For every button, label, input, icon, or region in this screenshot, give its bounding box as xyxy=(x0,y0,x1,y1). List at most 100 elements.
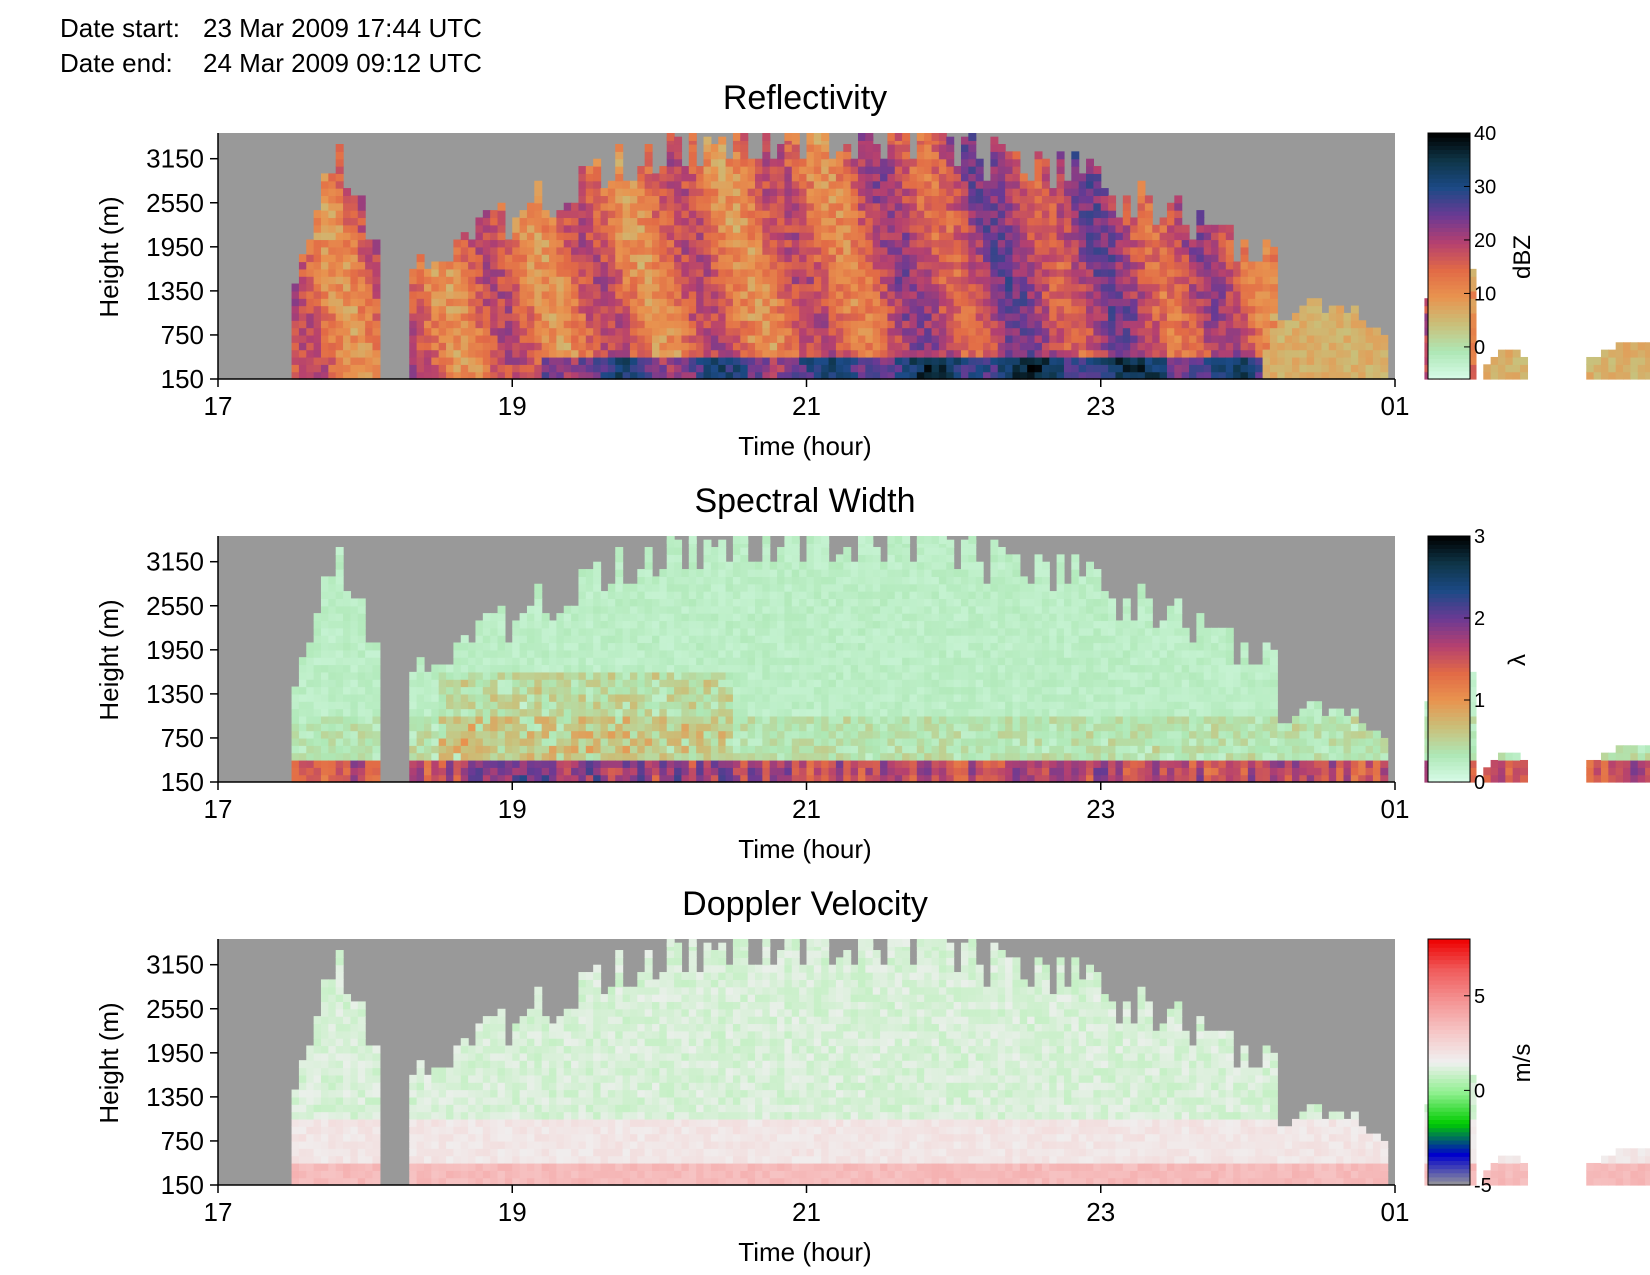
echo-cell xyxy=(916,217,925,226)
echo-cell xyxy=(490,349,499,358)
echo-cell xyxy=(813,290,822,299)
echo-cell xyxy=(1196,342,1205,351)
echo-cell xyxy=(357,664,366,673)
echo-cell xyxy=(615,202,624,211)
echo-cell xyxy=(1122,298,1131,307)
echo-cell xyxy=(1056,334,1065,343)
x-tick-label: 21 xyxy=(792,391,821,421)
echo-cell xyxy=(350,283,359,292)
echo-cell xyxy=(769,173,778,182)
echo-cell xyxy=(1218,254,1227,263)
echo-cell xyxy=(320,224,329,233)
echo-cell xyxy=(556,224,565,233)
echo-cell xyxy=(916,268,925,277)
echo-cell xyxy=(1012,305,1021,314)
echo-cell xyxy=(828,268,837,277)
echo-cell xyxy=(1181,342,1190,351)
echo-cell xyxy=(1122,334,1131,343)
echo-cell xyxy=(843,342,852,351)
echo-cell xyxy=(1203,298,1212,307)
echo-cell xyxy=(674,254,683,263)
echo-cell xyxy=(1093,173,1102,182)
echo-cell xyxy=(880,166,889,174)
date-end-label: Date end: xyxy=(60,48,173,78)
echo-cell xyxy=(835,217,844,226)
echo-cell xyxy=(1372,364,1381,373)
echo-cell xyxy=(762,356,771,365)
echo-cell xyxy=(813,202,822,211)
echo-cell xyxy=(1027,261,1036,270)
echo-cell xyxy=(872,239,881,248)
echo-cell xyxy=(320,701,329,710)
echo-cell xyxy=(320,723,329,732)
echo-cell xyxy=(710,356,719,365)
echo-cell xyxy=(519,283,528,292)
echo-cell xyxy=(821,239,830,248)
echo-cell xyxy=(652,188,660,197)
echo-cell xyxy=(343,708,352,717)
echo-cell xyxy=(938,239,947,248)
echo-cell xyxy=(519,232,528,241)
echo-cell xyxy=(1019,334,1028,343)
echo-cell xyxy=(512,320,521,329)
echo-cell xyxy=(1041,254,1050,263)
echo-cell xyxy=(983,334,992,343)
echo-cell xyxy=(916,188,925,197)
echo-cell xyxy=(328,188,337,197)
echo-cell xyxy=(1056,232,1065,241)
echo-cell xyxy=(1093,349,1102,358)
echo-cell xyxy=(578,276,587,285)
echo-cell xyxy=(1144,268,1153,277)
echo-cell xyxy=(674,371,683,380)
echo-cell xyxy=(762,349,771,358)
echo-cell xyxy=(1314,327,1323,336)
echo-cell xyxy=(490,276,499,285)
echo-cell xyxy=(894,188,903,197)
echo-cell xyxy=(431,730,440,739)
echo-cell xyxy=(813,254,822,263)
echo-cell xyxy=(320,745,329,754)
echo-cell xyxy=(681,202,690,211)
echo-cell xyxy=(1218,232,1227,241)
echo-cell xyxy=(306,715,315,724)
echo-cell xyxy=(791,320,800,329)
echo-cell xyxy=(865,298,874,307)
echo-cell xyxy=(696,371,705,380)
echo-cell xyxy=(1262,305,1271,314)
echo-cell xyxy=(1299,312,1308,321)
echo-cell xyxy=(1049,334,1058,343)
echo-cell xyxy=(431,327,440,336)
echo-cell xyxy=(1041,342,1050,351)
echo-cell xyxy=(541,305,550,314)
echo-cell xyxy=(931,312,940,321)
echo-cell xyxy=(755,371,763,380)
echo-cell xyxy=(666,232,675,241)
echo-cell xyxy=(600,232,609,241)
echo-cell xyxy=(1189,342,1197,351)
echo-cell xyxy=(887,188,896,197)
echo-cell xyxy=(983,298,992,307)
echo-cell xyxy=(799,312,808,321)
echo-cell xyxy=(335,745,344,754)
echo-cell xyxy=(365,664,374,673)
echo-cell xyxy=(806,188,815,197)
x-tick-label: 19 xyxy=(498,391,527,421)
echo-cell xyxy=(423,745,432,754)
echo-cell xyxy=(1174,327,1183,336)
echo-cell xyxy=(328,180,337,189)
echo-cell xyxy=(343,767,352,776)
colorbar-segment xyxy=(1428,276,1470,282)
echo-cell xyxy=(1108,210,1117,219)
echo-cell xyxy=(696,356,705,365)
echo-cell xyxy=(850,180,859,189)
echo-cell xyxy=(894,210,903,219)
echo-cell xyxy=(784,232,793,241)
echo-cell xyxy=(857,364,866,373)
echo-cell xyxy=(504,334,513,343)
echo-cell xyxy=(968,239,977,248)
echo-cell xyxy=(872,342,881,351)
echo-cell xyxy=(615,276,624,285)
echo-cell xyxy=(1321,334,1330,343)
echo-cell xyxy=(512,305,521,314)
echo-cell xyxy=(1063,210,1072,219)
